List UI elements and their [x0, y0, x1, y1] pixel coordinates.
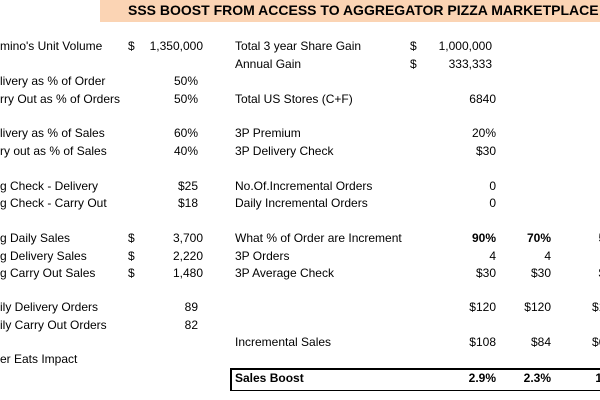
- row-value: 2,220: [172, 249, 203, 263]
- row-label: g Carry Out Sales: [0, 266, 96, 280]
- row-value: $84: [530, 335, 551, 349]
- row-value: $25: [177, 179, 198, 193]
- row-value: 2.3%: [523, 371, 551, 385]
- row-label: ily Delivery Orders: [0, 300, 99, 314]
- currency-sign: $: [128, 266, 135, 280]
- row-value: $30: [475, 266, 496, 280]
- row-label: ily Carry Out Orders: [0, 318, 107, 332]
- title-bar: [100, 0, 600, 22]
- row-label: livery as % of Sales: [0, 126, 105, 140]
- row-value: 50: [492, 231, 600, 245]
- row-value: 0: [489, 196, 496, 210]
- row-label: g Daily Sales: [0, 231, 71, 245]
- row-label: Daily Incremental Orders: [235, 196, 368, 210]
- row-value: 40%: [173, 144, 198, 158]
- row-label: 3P Premium: [235, 126, 301, 140]
- row-value: 1.6: [595, 371, 600, 385]
- row-value: 4: [489, 249, 496, 263]
- row-label: mino's Unit Volume: [0, 39, 103, 53]
- row-label: Total 3 year Share Gain: [235, 39, 362, 53]
- row-label: g Check - Carry Out: [0, 196, 107, 210]
- row-label: livery as % of Order: [0, 74, 106, 88]
- row-value: $120: [469, 300, 496, 314]
- row-label: ry out as % of Sales: [0, 144, 107, 158]
- row-value: $120: [524, 300, 551, 314]
- row-value: 333,333: [448, 57, 492, 71]
- sheet-title: SSS BOOST FROM ACCESS TO AGGREGATOR PIZZ…: [128, 2, 599, 18]
- row-value: 89: [184, 300, 198, 314]
- row-value: 0: [489, 179, 496, 193]
- row-label: 3P Orders: [235, 249, 290, 263]
- row-label: er Eats Impact: [0, 352, 78, 366]
- row-label: rry Out as % of Orders: [0, 92, 121, 106]
- row-value: 50%: [173, 74, 198, 88]
- row-value: 3,700: [172, 231, 203, 245]
- row-value: 4: [544, 249, 551, 263]
- currency-sign: $: [410, 39, 417, 53]
- row-value: $30: [530, 266, 551, 280]
- row-value: 70%: [526, 231, 551, 245]
- row-label: Incremental Sales: [235, 335, 332, 349]
- row-value: 82: [184, 318, 198, 332]
- row-value: 20%: [471, 126, 496, 140]
- row-value: $3: [492, 266, 600, 280]
- currency-sign: $: [410, 57, 417, 71]
- row-label: What % of Order are Increment: [235, 231, 402, 245]
- row-value: $108: [469, 335, 496, 349]
- row-label: 3P Delivery Check: [235, 144, 334, 158]
- row-value: 1,480: [172, 266, 203, 280]
- row-value: $12: [591, 300, 600, 314]
- currency-sign: $: [128, 231, 135, 245]
- row-label: No.Of.Incremental Orders: [235, 179, 373, 193]
- row-value: 90%: [471, 231, 496, 245]
- currency-sign: $: [128, 39, 135, 53]
- row-value: 2.9%: [468, 371, 496, 385]
- row-value: 60%: [173, 126, 198, 140]
- row-value: $18: [177, 196, 198, 210]
- row-value: 6840: [469, 92, 496, 106]
- row-label: 3P Average Check: [235, 266, 334, 280]
- row-value: 1,000,000: [438, 39, 492, 53]
- row-value: $30: [475, 144, 496, 158]
- sales-boost-box: [230, 368, 600, 391]
- row-label: Total US Stores (C+F): [235, 92, 353, 106]
- currency-sign: $: [128, 249, 135, 263]
- row-value: 50%: [173, 92, 198, 106]
- row-value: $60: [591, 335, 600, 349]
- row-label: Annual Gain: [235, 57, 302, 71]
- row-label: g Check - Delivery: [0, 179, 99, 193]
- row-label: g Delivery Sales: [0, 249, 87, 263]
- row-value: 1,350,000: [149, 39, 203, 53]
- row-label: Sales Boost: [235, 371, 304, 385]
